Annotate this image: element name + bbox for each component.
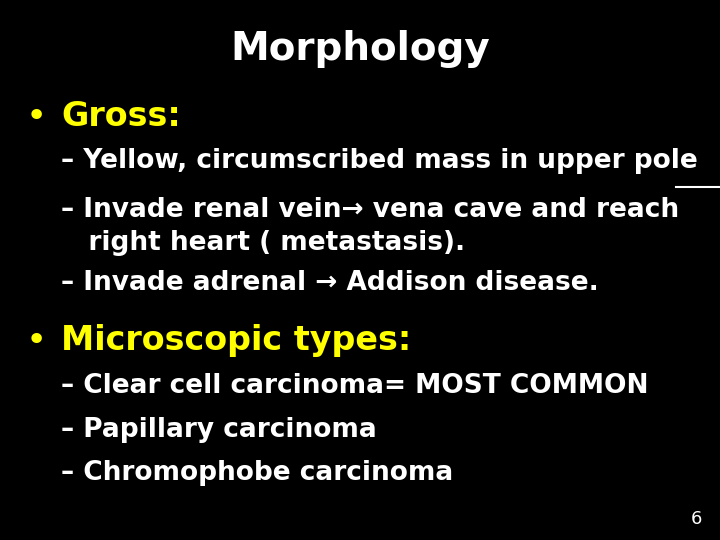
Text: – Clear cell carcinoma= MOST COMMON: – Clear cell carcinoma= MOST COMMON bbox=[61, 373, 649, 399]
Text: Gross:: Gross: bbox=[61, 100, 181, 133]
Text: •: • bbox=[25, 324, 47, 358]
Text: – Invade adrenal → Addison disease.: – Invade adrenal → Addison disease. bbox=[61, 270, 599, 296]
Text: – Invade renal vein→ vena cave and reach
   right heart ( metastasis).: – Invade renal vein→ vena cave and reach… bbox=[61, 197, 680, 256]
Text: •: • bbox=[25, 100, 47, 134]
Text: – Yellow, circumscribed mass in upper pole: – Yellow, circumscribed mass in upper po… bbox=[61, 148, 698, 174]
Text: 6: 6 bbox=[690, 510, 702, 528]
Text: Microscopic types:: Microscopic types: bbox=[61, 324, 411, 357]
Text: Morphology: Morphology bbox=[230, 30, 490, 68]
Text: – Papillary carcinoma: – Papillary carcinoma bbox=[61, 417, 377, 443]
Text: – Chromophobe carcinoma: – Chromophobe carcinoma bbox=[61, 460, 454, 486]
